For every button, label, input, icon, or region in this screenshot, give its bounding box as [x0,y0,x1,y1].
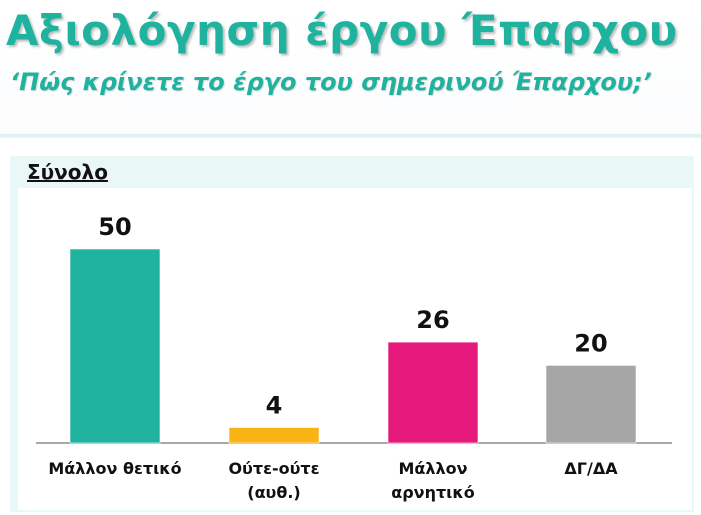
category-label: ΔΓ/ΔΑ [516,457,666,481]
data-label: 20 [574,329,607,357]
bar [545,364,637,444]
page-title: Αξιολόγηση έργου Έπαρχου [6,6,678,55]
header-divider [0,134,701,138]
category-label-line: Μάλλον θετικό [48,459,182,478]
bar [387,341,479,444]
panel-label: Σύνολο [27,160,108,184]
data-label: 50 [98,213,131,241]
data-label: 4 [266,391,283,419]
page-subtitle: ‘Πώς κρίνετε το έργο του σημερινού Έπαρχ… [10,68,652,96]
bar [69,248,161,444]
category-label-line: αρνητικό [391,483,475,502]
category-label-line: ΔΓ/ΔΑ [564,459,618,478]
data-label: 26 [416,306,449,334]
category-label: Μάλλον θετικό [40,457,190,481]
category-label-line: Ούτε-ούτε [228,459,320,478]
category-label: Μάλλον αρνητικό [358,457,508,505]
category-label: Ούτε-ούτε (αυθ.) [199,457,349,505]
category-label-line: Μάλλον [398,459,468,478]
header-band [0,0,701,138]
bar [228,426,320,444]
category-label-line: (αυθ.) [247,483,301,502]
